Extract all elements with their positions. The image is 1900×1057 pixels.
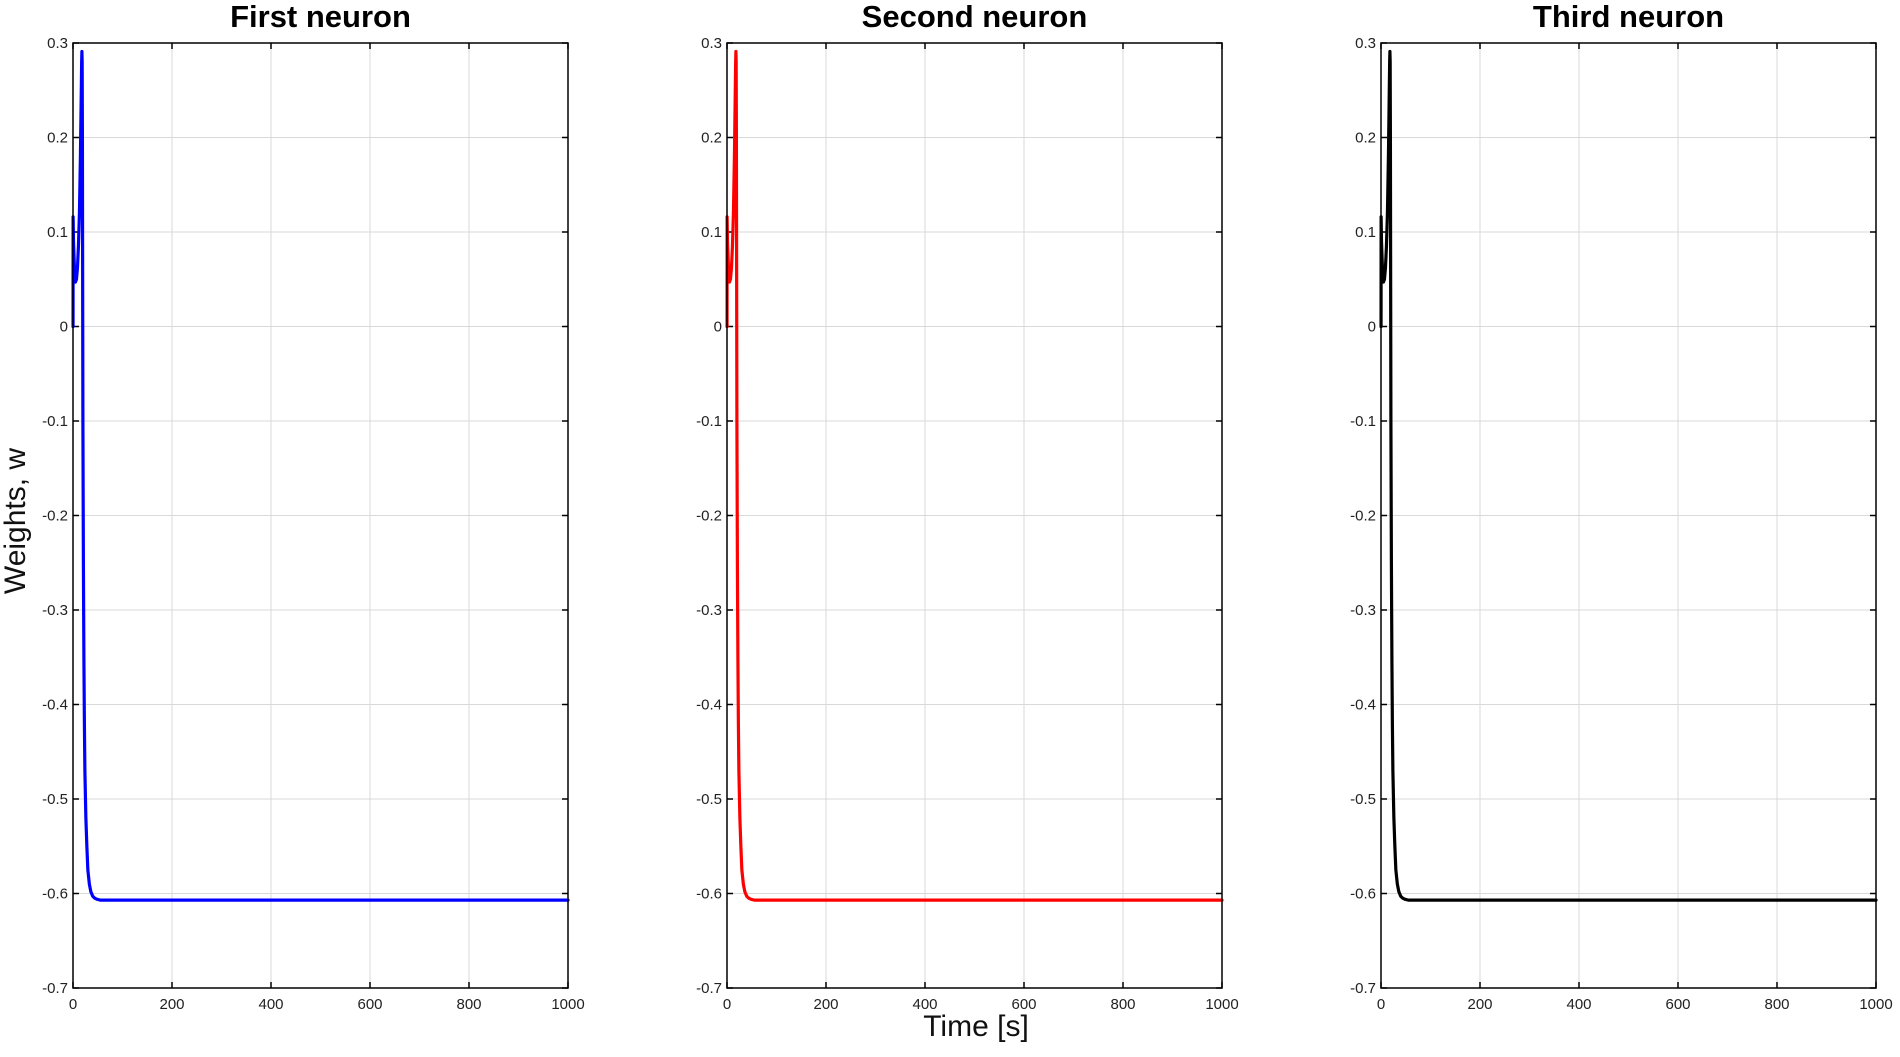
- subplots: First neuron 0 200 400 600 800 1000 -0.7 -0.6 -0.…: [42, 0, 1893, 1013]
- x-tick-label: 800: [1764, 996, 1789, 1013]
- x-tick-label: 0: [723, 996, 731, 1013]
- y-tick-label: -0.4: [42, 697, 68, 714]
- y-tick-label: -0.2: [1350, 508, 1376, 525]
- x-tick-label: 600: [1665, 996, 1690, 1013]
- x-tick-label: 800: [456, 996, 481, 1013]
- y-tick-label: 0.3: [1355, 35, 1376, 52]
- subplot-1: First neuron 0 200 400 600 800 1000 -0.7 -0.6 -0.…: [42, 0, 585, 1013]
- y-tick-label: 0.2: [1355, 130, 1376, 147]
- y-tick-label: -0.2: [696, 508, 722, 525]
- y-tick-label: -0.5: [696, 791, 722, 808]
- x-tick-label: 400: [912, 996, 937, 1013]
- x-tick-label: 200: [159, 996, 184, 1013]
- y-tick-label: 0.1: [47, 224, 68, 241]
- y-tick-label: -0.4: [1350, 697, 1376, 714]
- y-tick-label: -0.1: [696, 413, 722, 430]
- y-tick-label: -0.3: [696, 602, 722, 619]
- y-tick-label: -0.2: [42, 508, 68, 525]
- y-tick-label: 0.1: [701, 224, 722, 241]
- x-tick-label: 600: [1011, 996, 1036, 1013]
- x-tick-label: 600: [357, 996, 382, 1013]
- y-tick-label: -0.6: [1350, 886, 1376, 903]
- x-tick-label: 1000: [1859, 996, 1892, 1013]
- y-tick-label: -0.7: [42, 980, 68, 997]
- figure-xlabel: Time [s]: [923, 1010, 1029, 1043]
- y-tick-label: 0: [60, 319, 68, 336]
- y-tick-label: 0.2: [47, 130, 68, 147]
- subplot-2: Second neuron 0 200 400 600 800 1000 -0.7 -0.6 -0…: [696, 0, 1239, 1013]
- figure-ylabel: Weights, w: [0, 448, 32, 594]
- y-tick-label: -0.3: [42, 602, 68, 619]
- x-tick-label: 200: [813, 996, 838, 1013]
- y-tick-label: -0.1: [1350, 413, 1376, 430]
- x-tick-label: 0: [1377, 996, 1385, 1013]
- y-tick-label: -0.1: [42, 413, 68, 430]
- x-tick-label: 400: [1566, 996, 1591, 1013]
- y-tick-label: -0.6: [42, 886, 68, 903]
- y-tick-label: 0.3: [47, 35, 68, 52]
- plot-frame: [1380, 42, 1877, 989]
- y-tick-label: -0.5: [42, 791, 68, 808]
- subplot-3: Third neuron 0 200 400 600 800 1000 -0.7 -0.6 -0.…: [1350, 0, 1893, 1013]
- x-tick-label: 1000: [1205, 996, 1238, 1013]
- x-tick-label: 0: [69, 996, 77, 1013]
- y-tick-label: -0.7: [696, 980, 722, 997]
- y-tick-label: 0.2: [701, 130, 722, 147]
- subplot-title: Third neuron: [1533, 0, 1724, 34]
- x-tick-label: 1000: [551, 996, 584, 1013]
- y-tick-label: 0.3: [701, 35, 722, 52]
- weight-series-line: [71, 49, 570, 902]
- y-tick-label: -0.6: [696, 886, 722, 903]
- x-tick-label: 200: [1467, 996, 1492, 1013]
- weight-series-line: [725, 49, 1224, 902]
- plot-frame: [726, 42, 1223, 989]
- x-tick-label: 400: [258, 996, 283, 1013]
- y-tick-label: 0.1: [1355, 224, 1376, 241]
- y-tick-label: 0: [714, 319, 722, 336]
- x-tick-label: 800: [1110, 996, 1135, 1013]
- y-tick-label: -0.3: [1350, 602, 1376, 619]
- y-tick-label: 0: [1368, 319, 1376, 336]
- y-tick-label: -0.4: [696, 697, 722, 714]
- subplot-title: Second neuron: [862, 0, 1088, 34]
- subplot-title: First neuron: [230, 0, 411, 34]
- weight-series-line: [1379, 49, 1878, 902]
- plot-frame: [72, 42, 569, 989]
- y-tick-label: -0.5: [1350, 791, 1376, 808]
- y-tick-label: -0.7: [1350, 980, 1376, 997]
